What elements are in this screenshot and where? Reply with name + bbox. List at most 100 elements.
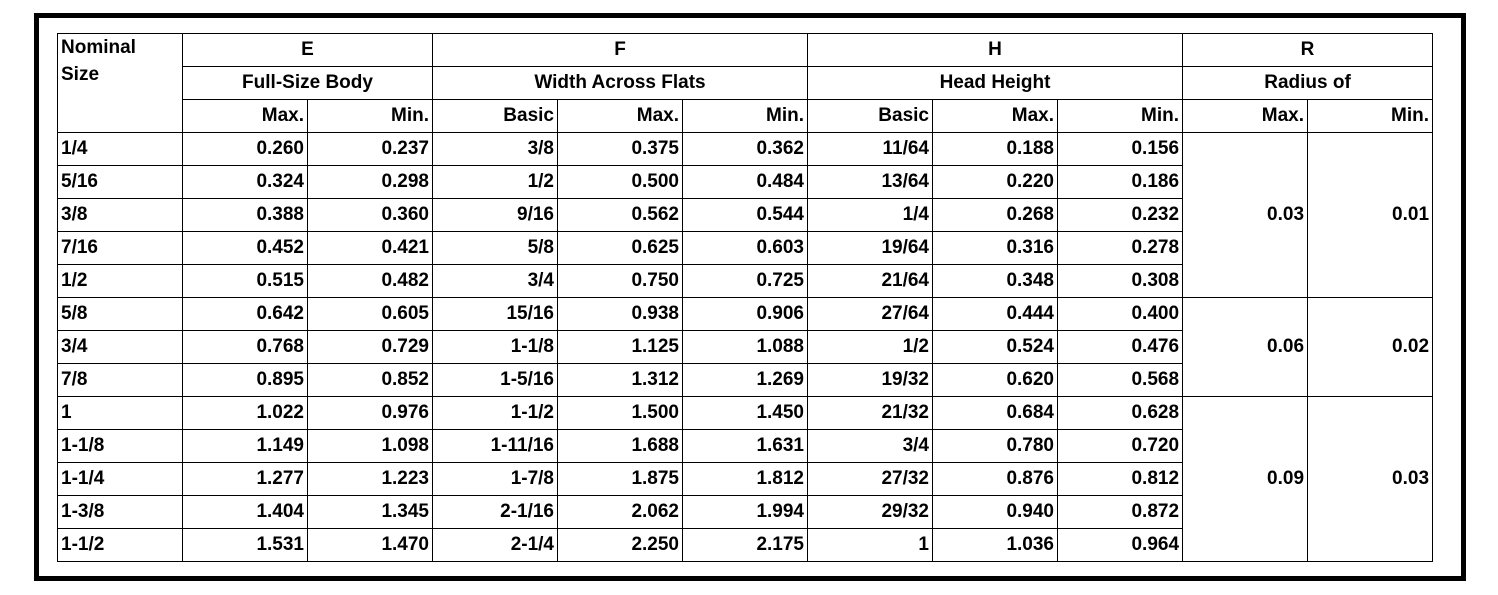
table-cell: 2-1/16 xyxy=(432,495,558,529)
table-cell: 0.375 xyxy=(557,132,683,166)
nominal-size-header: Nominal Size xyxy=(57,33,183,133)
table-cell: 0.186 xyxy=(1056,165,1184,199)
table-cell: 0.308 xyxy=(1056,264,1184,298)
table-cell: 3/4 xyxy=(807,429,933,463)
table-cell: 0.298 xyxy=(307,165,433,199)
table-cell: 1.500 xyxy=(557,396,683,430)
header-row-subcolumns: Max. Min. Basic Max. Min. Basic Max. Min… xyxy=(58,99,1434,133)
table-cell: 0.895 xyxy=(182,363,308,397)
table-cell: 0.188 xyxy=(932,132,1058,166)
table-cell: 0.220 xyxy=(932,165,1058,199)
table-cell: 0.812 xyxy=(1056,462,1184,496)
table-row: 5/16 0.324 0.298 1/2 0.500 0.484 13/64 0.220 0.1… xyxy=(57,165,1433,199)
table-cell: 2.062 xyxy=(557,495,683,529)
table-cell: 0.628 xyxy=(1056,396,1184,430)
table-cell: 1.875 xyxy=(557,462,683,496)
sub-header: Max. xyxy=(182,99,308,133)
table-row: 1 1.022 0.976 1-1/2 1.500 1.450 21/32 0.684 0.62… xyxy=(57,396,1434,562)
radius-min-cell: 0.03 xyxy=(1307,396,1434,562)
hex-bolt-dimensions-table: Nominal Size E F H R Full-Size Body Width… xyxy=(57,33,1434,562)
table-row: 1-1/8 1.149 1.098 1-11/16 1.688 1.631 3/4 0.780… xyxy=(57,429,1433,463)
sub-header: Max. xyxy=(932,99,1058,133)
table-cell: 0.260 xyxy=(182,132,308,166)
table-cell: 1.531 xyxy=(182,528,308,562)
nominal-size-cell: 5/16 xyxy=(57,165,183,199)
table-cell: 0.500 xyxy=(557,165,683,199)
table-cell: 1.277 xyxy=(182,462,308,496)
table-cell: 1.149 xyxy=(182,429,308,463)
table-cell: 1 xyxy=(807,528,933,562)
table-cell: 0.444 xyxy=(932,297,1058,331)
table-cell: 1-11/16 xyxy=(432,429,558,463)
nominal-size-cell: 3/8 xyxy=(57,198,183,232)
table-cell: 1.631 xyxy=(682,429,808,463)
table-cell: 0.964 xyxy=(1056,528,1184,562)
table-cell: 0.852 xyxy=(307,363,433,397)
nominal-size-cell: 7/16 xyxy=(57,231,183,265)
table-cell: 0.360 xyxy=(307,198,433,232)
table-cell: 1-7/8 xyxy=(432,462,558,496)
table-cell: 3/8 xyxy=(432,132,558,166)
header-r: R xyxy=(1182,33,1434,67)
sub-header: Min. xyxy=(1056,99,1184,133)
table-cell: 0.872 xyxy=(1056,495,1184,529)
table-cell: 27/64 xyxy=(807,297,933,331)
table-cell: 2-1/4 xyxy=(432,528,558,562)
table-cell: 1.688 xyxy=(557,429,683,463)
table-cell: 1.812 xyxy=(682,462,808,496)
table-cell: 0.562 xyxy=(557,198,683,232)
table-cell: 0.940 xyxy=(932,495,1058,529)
table-row: 1/4 0.260 0.237 3/8 0.375 0.362 11/64 0.188 0.15… xyxy=(57,132,1434,298)
table-row: 1-1/2 1.531 1.470 2-1/4 2.250 2.175 1 1.036 0.96… xyxy=(57,528,1433,562)
table-cell: 0.452 xyxy=(182,231,308,265)
table-cell: 0.362 xyxy=(682,132,808,166)
table-cell: 0.906 xyxy=(682,297,808,331)
sub-header: Max. xyxy=(1182,99,1309,133)
header-row-descriptions: Full-Size Body Width Across Flats Head H… xyxy=(58,66,1434,100)
table-cell: 2.175 xyxy=(682,528,808,562)
table-cell: 0.725 xyxy=(682,264,808,298)
radius-min-cell: 0.01 xyxy=(1307,132,1434,298)
table-cell: 0.544 xyxy=(682,198,808,232)
table-cell: 1/2 xyxy=(432,165,558,199)
table-row: 5/8 0.642 0.605 15/16 0.938 0.906 27/64 0.444 0.… xyxy=(57,297,1434,397)
table-cell: 0.232 xyxy=(1056,198,1184,232)
table-cell: 15/16 xyxy=(432,297,558,331)
table-cell: 1.404 xyxy=(182,495,308,529)
table-cell: 1-1/8 xyxy=(432,330,558,364)
size-label: Size xyxy=(61,64,100,85)
table-cell: 1.450 xyxy=(682,396,808,430)
sub-header: Min. xyxy=(1307,99,1434,133)
sub-header: Basic xyxy=(432,99,558,133)
nominal-size-cell: 1/4 xyxy=(57,132,183,166)
table-cell: 11/64 xyxy=(807,132,933,166)
table-cell: 0.684 xyxy=(932,396,1058,430)
nominal-label: Nominal xyxy=(61,37,136,58)
radius-max-cell: 0.09 xyxy=(1182,396,1309,562)
table-cell: 1/2 xyxy=(807,330,933,364)
header-f-desc: Width Across Flats xyxy=(432,66,808,100)
table-cell: 0.388 xyxy=(182,198,308,232)
header-h: H xyxy=(806,33,1184,67)
nominal-size-cell: 1-3/8 xyxy=(57,495,183,529)
table-cell: 5/8 xyxy=(432,231,558,265)
table-cell: 0.620 xyxy=(932,363,1058,397)
table-cell: 0.316 xyxy=(932,231,1058,265)
table-cell: 0.876 xyxy=(932,462,1058,496)
table-cell: 0.421 xyxy=(307,231,433,265)
table-cell: 21/64 xyxy=(807,264,933,298)
nominal-size-cell: 7/8 xyxy=(57,363,183,397)
table-cell: 0.268 xyxy=(932,198,1058,232)
table-cell: 0.605 xyxy=(307,297,433,331)
table-cell: 1.022 xyxy=(182,396,308,430)
table-cell: 0.976 xyxy=(307,396,433,430)
table-cell: 0.780 xyxy=(932,429,1058,463)
radius-max-cell: 0.06 xyxy=(1182,297,1309,397)
table-cell: 1.312 xyxy=(557,363,683,397)
header-r-desc: Radius of xyxy=(1182,66,1434,100)
table-cell: 0.484 xyxy=(682,165,808,199)
table-row: 1-1/4 1.277 1.223 1-7/8 1.875 1.812 27/32 0.876… xyxy=(57,462,1433,496)
table-cell: 2.250 xyxy=(557,528,683,562)
table-cell: 1.994 xyxy=(682,495,808,529)
table-cell: 0.515 xyxy=(182,264,308,298)
